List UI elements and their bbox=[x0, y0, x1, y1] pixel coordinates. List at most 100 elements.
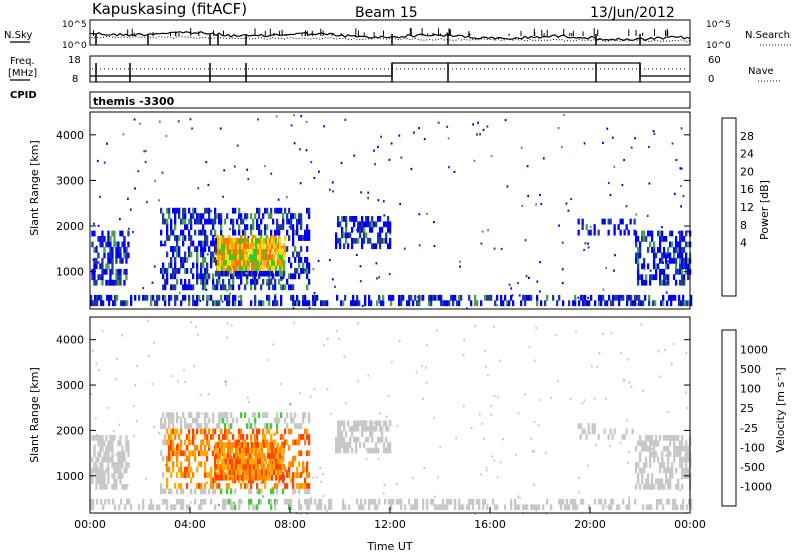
data-cell bbox=[639, 440, 642, 447]
data-cell bbox=[271, 464, 274, 470]
data-cell bbox=[653, 440, 656, 447]
data-cell bbox=[276, 498, 279, 505]
data-cell bbox=[642, 300, 645, 307]
data-cell bbox=[267, 442, 270, 448]
data-cell bbox=[602, 141, 604, 144]
data-cell bbox=[111, 451, 114, 457]
data-cell bbox=[168, 434, 171, 440]
data-cell bbox=[270, 278, 273, 285]
data-cell bbox=[210, 229, 213, 236]
data-cell bbox=[206, 218, 209, 225]
data-cell bbox=[241, 447, 244, 454]
data-cell bbox=[253, 458, 256, 465]
data-cell bbox=[371, 425, 374, 432]
data-cell bbox=[257, 458, 260, 465]
data-cell bbox=[170, 444, 173, 451]
cpid-value: themis -3300 bbox=[93, 95, 175, 108]
data-cell bbox=[304, 439, 307, 446]
data-cell bbox=[665, 454, 668, 457]
data-cell bbox=[223, 270, 226, 277]
data-cell bbox=[645, 478, 648, 485]
data-cell bbox=[263, 270, 266, 277]
data-cell bbox=[566, 498, 569, 505]
data-cell bbox=[166, 273, 169, 280]
data-cell bbox=[133, 118, 136, 121]
data-cell bbox=[649, 440, 652, 447]
data-cell bbox=[138, 294, 141, 301]
data-cell bbox=[282, 213, 285, 219]
data-cell bbox=[363, 232, 366, 239]
data-cell bbox=[426, 498, 429, 505]
data-cell bbox=[667, 445, 670, 452]
data-cell bbox=[180, 444, 183, 451]
data-cell bbox=[274, 293, 277, 296]
data-cell bbox=[106, 142, 108, 145]
data-cell bbox=[194, 455, 197, 462]
data-cell bbox=[610, 332, 613, 335]
data-cell bbox=[119, 456, 122, 463]
data-cell bbox=[296, 218, 299, 225]
data-cell bbox=[162, 213, 165, 219]
data-cell bbox=[228, 278, 231, 285]
data-cell bbox=[679, 279, 682, 286]
data-cell bbox=[358, 504, 361, 511]
data-cell bbox=[127, 227, 130, 230]
data-cell bbox=[341, 436, 344, 443]
data-cell bbox=[196, 251, 199, 258]
data-cell bbox=[222, 498, 225, 505]
data-cell bbox=[182, 218, 185, 225]
data-cell bbox=[446, 498, 449, 505]
data-cell bbox=[257, 464, 260, 470]
data-cell bbox=[418, 213, 421, 216]
data-cell bbox=[226, 488, 229, 495]
data-cell bbox=[99, 473, 102, 479]
data-cell bbox=[251, 259, 254, 266]
data-cell bbox=[314, 498, 317, 505]
data-cell bbox=[665, 257, 668, 264]
data-cell bbox=[228, 303, 230, 306]
data-cell bbox=[186, 284, 189, 291]
data-cell bbox=[227, 469, 230, 476]
data-cell bbox=[342, 498, 345, 505]
data-cell bbox=[357, 425, 360, 432]
data-cell bbox=[99, 462, 102, 468]
data-cell bbox=[114, 300, 117, 307]
data-cell bbox=[202, 251, 205, 258]
data-cell bbox=[426, 504, 429, 511]
data-cell bbox=[178, 444, 181, 451]
data-cell bbox=[293, 142, 296, 145]
data-cell bbox=[661, 225, 663, 229]
data-cell bbox=[314, 294, 317, 301]
data-cell bbox=[215, 270, 218, 277]
data-cell bbox=[198, 240, 201, 247]
data-cell bbox=[286, 229, 289, 236]
data-cell bbox=[355, 420, 358, 427]
data-cell bbox=[687, 456, 690, 463]
data-cell bbox=[656, 498, 659, 505]
data-cell bbox=[137, 170, 140, 173]
data-cell bbox=[230, 423, 233, 429]
data-cell bbox=[619, 441, 622, 444]
data-cell bbox=[194, 229, 197, 236]
data-cell bbox=[528, 276, 530, 279]
data-cell bbox=[276, 218, 279, 225]
data-cell bbox=[267, 464, 270, 470]
data-cell bbox=[581, 224, 584, 230]
data-cell bbox=[113, 430, 115, 433]
data-cell bbox=[204, 273, 207, 280]
data-cell bbox=[269, 259, 272, 266]
data-cell bbox=[574, 498, 577, 505]
data-cell bbox=[562, 498, 565, 505]
data-cell bbox=[647, 478, 650, 485]
data-cell bbox=[111, 445, 114, 452]
data-cell bbox=[116, 357, 118, 360]
data-cell bbox=[235, 469, 238, 476]
data-cell bbox=[389, 226, 392, 233]
data-cell bbox=[113, 467, 116, 474]
data-cell bbox=[414, 504, 417, 511]
data-cell bbox=[243, 265, 246, 271]
data-cell bbox=[653, 445, 656, 452]
data-cell bbox=[279, 447, 282, 454]
data-cell bbox=[373, 221, 376, 228]
